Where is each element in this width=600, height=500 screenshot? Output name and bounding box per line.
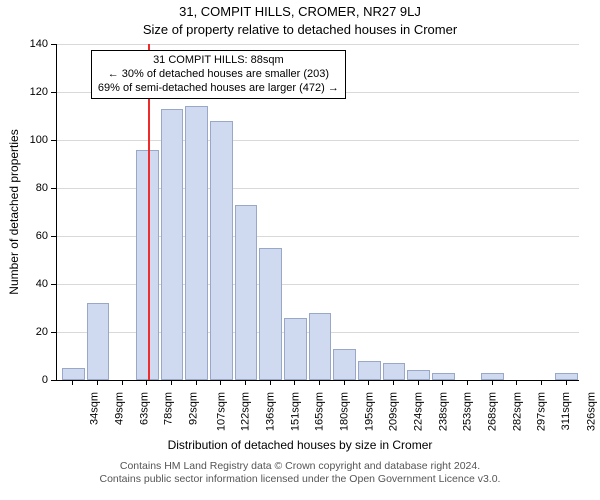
x-tick-label: 122sqm (240, 392, 252, 431)
histogram-bar (555, 373, 578, 380)
y-tick-mark (51, 284, 56, 285)
x-tick-label: 282sqm (511, 392, 523, 431)
y-tick-mark (51, 140, 56, 141)
y-tick-label: 80 (0, 182, 48, 194)
histogram-bar (284, 318, 307, 380)
y-tick-label: 0 (0, 374, 48, 386)
histogram-bar (235, 205, 258, 380)
x-tick-label: 136sqm (265, 392, 277, 431)
gridline (57, 44, 579, 45)
x-tick-mark (467, 380, 468, 385)
y-tick-label: 40 (0, 278, 48, 290)
y-tick-mark (51, 44, 56, 45)
histogram-bar (383, 363, 406, 380)
x-tick-label: 151sqm (289, 392, 301, 431)
x-tick-mark (270, 380, 271, 385)
x-tick-mark (319, 380, 320, 385)
x-axis-label: Distribution of detached houses by size … (0, 438, 600, 452)
x-tick-mark (196, 380, 197, 385)
x-tick-mark (418, 380, 419, 385)
y-tick-label: 120 (0, 86, 48, 98)
histogram-bar (432, 373, 455, 380)
x-tick-label: 311sqm (560, 392, 572, 430)
histogram-bar (309, 313, 332, 380)
x-tick-label: 268sqm (487, 392, 499, 431)
x-tick-label: 253sqm (462, 392, 474, 431)
x-tick-mark (171, 380, 172, 385)
x-tick-mark (492, 380, 493, 385)
x-tick-label: 209sqm (388, 392, 400, 431)
histogram-bar (62, 368, 85, 380)
histogram-bar (259, 248, 282, 380)
y-tick-mark (51, 236, 56, 237)
x-tick-mark (220, 380, 221, 385)
x-tick-mark (541, 380, 542, 385)
x-tick-label: 326sqm (585, 392, 597, 431)
x-tick-mark (516, 380, 517, 385)
x-tick-label: 63sqm (138, 392, 150, 425)
info-line-larger: 69% of semi-detached houses are larger (… (98, 82, 339, 96)
x-tick-label: 49sqm (114, 392, 126, 425)
y-tick-mark (51, 92, 56, 93)
histogram-bar (87, 303, 110, 380)
x-tick-mark (72, 380, 73, 385)
histogram-bar (161, 109, 184, 380)
x-tick-label: 195sqm (363, 392, 375, 431)
x-tick-mark (566, 380, 567, 385)
x-tick-mark (442, 380, 443, 385)
histogram-bar (407, 370, 430, 380)
y-tick-label: 100 (0, 134, 48, 146)
x-tick-mark (393, 380, 394, 385)
y-tick-mark (51, 188, 56, 189)
y-tick-mark (51, 380, 56, 381)
footer-line-2: Contains public sector information licen… (0, 473, 600, 486)
y-tick-label: 140 (0, 38, 48, 50)
x-tick-mark (344, 380, 345, 385)
histogram-bar (185, 106, 208, 380)
histogram-bar (333, 349, 356, 380)
x-tick-label: 34sqm (89, 392, 101, 425)
histogram-bar (210, 121, 233, 380)
histogram-bar (481, 373, 504, 380)
footer: Contains HM Land Registry data © Crown c… (0, 460, 600, 486)
x-tick-label: 107sqm (215, 392, 227, 431)
x-tick-label: 297sqm (536, 392, 548, 431)
plot-area: 31 COMPIT HILLS: 88sqm ← 30% of detached… (56, 44, 579, 381)
y-axis-label: Number of detached properties (7, 129, 21, 294)
x-tick-mark (245, 380, 246, 385)
footer-line-1: Contains HM Land Registry data © Crown c… (0, 460, 600, 473)
info-line-smaller: ← 30% of detached houses are smaller (20… (98, 68, 339, 82)
x-tick-mark (368, 380, 369, 385)
page-subtitle: Size of property relative to detached ho… (0, 22, 600, 37)
x-tick-label: 238sqm (437, 392, 449, 431)
y-tick-mark (51, 332, 56, 333)
info-line-property: 31 COMPIT HILLS: 88sqm (98, 54, 339, 68)
y-tick-label: 20 (0, 326, 48, 338)
chart-root: 31, COMPIT HILLS, CROMER, NR27 9LJ Size … (0, 0, 600, 500)
x-tick-mark (146, 380, 147, 385)
x-tick-label: 165sqm (314, 392, 326, 431)
x-tick-mark (122, 380, 123, 385)
y-tick-label: 60 (0, 230, 48, 242)
x-tick-label: 224sqm (413, 392, 425, 431)
info-box: 31 COMPIT HILLS: 88sqm ← 30% of detached… (91, 50, 346, 99)
x-tick-label: 78sqm (163, 392, 175, 425)
x-tick-mark (97, 380, 98, 385)
x-tick-mark (294, 380, 295, 385)
histogram-bar (358, 361, 381, 380)
x-tick-label: 92sqm (188, 392, 200, 425)
page-title: 31, COMPIT HILLS, CROMER, NR27 9LJ (0, 4, 600, 19)
gridline (57, 140, 579, 141)
x-tick-label: 180sqm (339, 392, 351, 431)
